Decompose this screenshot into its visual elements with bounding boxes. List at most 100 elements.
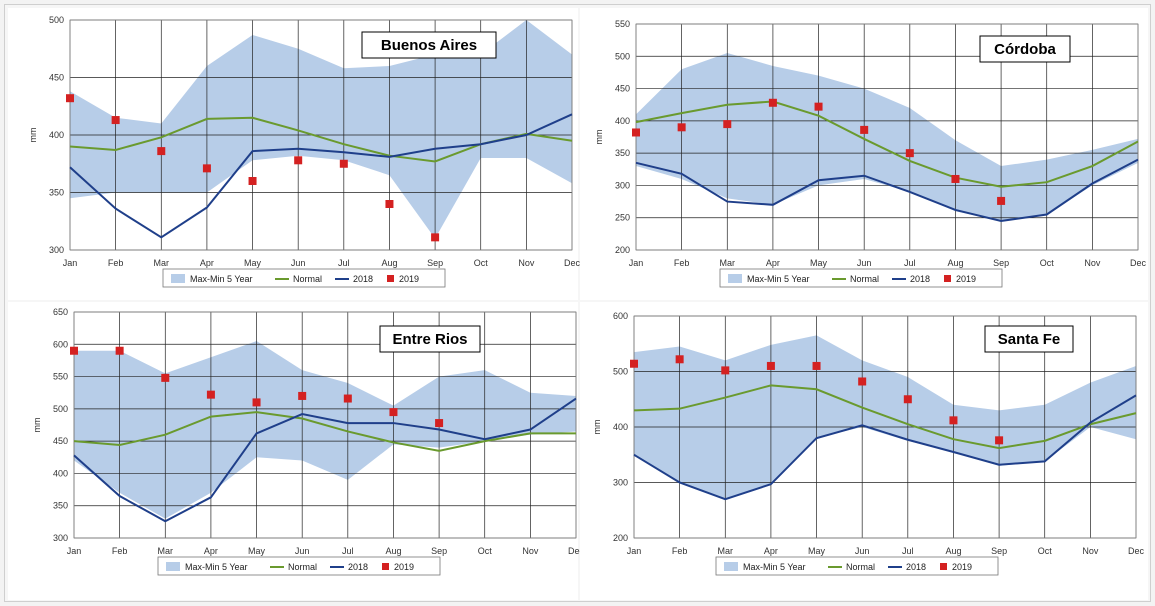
y-tick-label: 450	[53, 436, 68, 446]
series-normal-line	[73, 411, 576, 452]
legend-box	[715, 556, 999, 576]
plot-border	[633, 315, 1137, 539]
chart-title: Córdoba	[994, 41, 1056, 58]
x-tick-label: Feb	[674, 258, 690, 268]
y-tick-label: 500	[615, 51, 630, 61]
y-axis-label: mm	[594, 130, 604, 145]
x-tick-label: Mar	[720, 258, 736, 268]
series-2019-point	[860, 125, 869, 134]
chart-title: Entre Rios	[392, 331, 467, 348]
series-2019-point	[339, 159, 348, 168]
legend-label: 2019	[956, 274, 976, 284]
y-tick-label: 550	[53, 372, 68, 382]
legend-box	[162, 268, 446, 288]
x-tick-label: Sep	[427, 258, 443, 268]
x-tick-label: Sep	[993, 258, 1009, 268]
x-tick-label: Jun	[291, 258, 306, 268]
y-tick-label: 300	[49, 245, 64, 255]
x-tick-label: Dec	[1130, 258, 1147, 268]
band-max-min-5-year	[634, 335, 1136, 500]
series-2019-point	[385, 200, 394, 208]
x-tick-label: Apr	[766, 258, 780, 268]
series-2019-point	[343, 394, 352, 403]
x-tick-label: May	[248, 546, 266, 556]
y-axis-label: mm	[32, 418, 42, 433]
series-2018-line	[73, 397, 577, 523]
legend-label: 2019	[952, 562, 972, 572]
chart-0: 300 350 400 450 500 Jan Feb Mar Apr May Jun Jul Aug S…	[8, 8, 580, 300]
legend-label: 2018	[906, 562, 926, 572]
series-2019-point	[435, 419, 444, 428]
legend-band-swatch	[724, 562, 738, 571]
legend: Max-Min 5 Year Normal 2018 2019	[162, 268, 446, 288]
y-tick-label: 350	[615, 148, 630, 158]
x-tick-label: Mar	[158, 546, 174, 556]
x-tick-label: Feb	[672, 546, 688, 556]
series-2019-point	[202, 164, 211, 173]
series-2019-point	[812, 361, 821, 370]
x-tick-label: Nov	[1084, 258, 1101, 268]
series-2019-point	[161, 373, 170, 382]
legend-2019-swatch	[940, 563, 947, 570]
x-tick-label: Aug	[385, 546, 401, 556]
chart-title-box	[984, 325, 1074, 353]
series-2019-point	[294, 156, 303, 165]
x-tick-label: Oct	[474, 258, 489, 268]
series-2018-line	[69, 113, 573, 239]
series-2019-point	[252, 398, 261, 407]
x-tick-label: Jan	[67, 546, 82, 556]
y-tick-label: 200	[615, 245, 630, 255]
y-tick-label: 500	[53, 404, 68, 414]
legend-2019-swatch	[382, 563, 389, 570]
series-2018-line	[635, 158, 1139, 222]
x-tick-label: Jun	[295, 546, 310, 556]
y-tick-label: 300	[613, 478, 628, 488]
y-tick-label: 500	[49, 15, 64, 25]
plot-border	[635, 23, 1139, 251]
chart-3: 200 300 400 500 600 Jan Feb Mar Apr May Jun Jul Aug S…	[580, 302, 1148, 600]
legend-label: 2019	[394, 562, 414, 572]
series-2019-point	[632, 128, 640, 137]
x-tick-label: May	[810, 258, 828, 268]
x-tick-label: Jan	[629, 258, 644, 268]
x-tick-label: Oct	[1040, 258, 1055, 268]
series-normal-line	[635, 100, 1139, 188]
legend-label: 2019	[399, 274, 419, 284]
x-tick-label: Dec	[568, 546, 585, 556]
y-axis-label: mm	[592, 420, 602, 435]
plot-border	[73, 311, 577, 539]
legend-label: 2018	[910, 274, 930, 284]
series-2019-point	[248, 177, 257, 185]
x-tick-label: Nov	[1082, 546, 1099, 556]
legend-box	[157, 556, 441, 576]
series-2019-point	[905, 149, 914, 158]
x-tick-label: Sep	[431, 546, 447, 556]
series-2019-point	[766, 361, 775, 370]
series-2019-point	[115, 346, 124, 355]
legend-label: Normal	[293, 274, 322, 284]
x-tick-label: Dec	[1128, 546, 1145, 556]
series-2018-line	[633, 394, 1137, 501]
x-tick-label: Dec	[564, 258, 581, 268]
series-2019-point	[298, 391, 307, 400]
legend-label: 2018	[348, 562, 368, 572]
band-max-min-5-year	[70, 20, 572, 239]
series-2019-point	[157, 147, 166, 156]
x-tick-label: Jun	[855, 546, 870, 556]
x-tick-label: Apr	[204, 546, 218, 556]
x-tick-label: Jan	[627, 546, 642, 556]
legend-2019-swatch	[944, 275, 951, 282]
legend: Max-Min 5 Year Normal 2018 2019	[715, 556, 999, 576]
series-2019-point	[675, 355, 684, 364]
y-tick-label: 650	[53, 307, 68, 317]
y-tick-label: 350	[49, 188, 64, 198]
legend-label: 2018	[353, 274, 373, 284]
legend-band-swatch	[166, 562, 180, 571]
series-2019-point	[206, 390, 215, 399]
legend-label: Max-Min 5 Year	[743, 562, 806, 572]
legend-band-swatch	[728, 274, 742, 283]
band-max-min-5-year	[636, 53, 1138, 221]
chart-title-box	[379, 325, 481, 353]
legend: Max-Min 5 Year Normal 2018 2019	[719, 268, 1003, 288]
